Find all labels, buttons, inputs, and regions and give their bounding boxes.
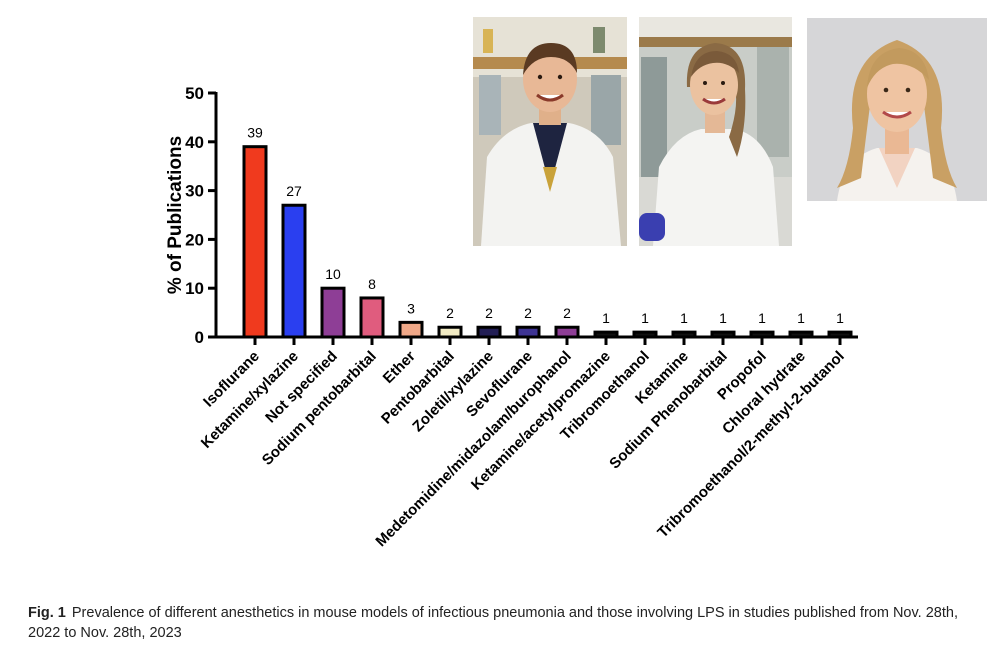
bar-value-label: 2 [563, 305, 571, 321]
figure-label: Fig. 1 [28, 605, 66, 621]
bar-value-label: 2 [485, 305, 493, 321]
bar-value-label: 27 [286, 183, 302, 199]
bar-value-label: 8 [368, 276, 376, 292]
bar [242, 145, 268, 339]
bar-value-label: 1 [602, 310, 610, 326]
bar-value-label: 1 [680, 310, 688, 326]
bar-chart: 0 10 20 30 40 50 39 27 10 8 3 2 2 2 2 1 1 1 1 1 1 1 Isoflura… [165, 84, 858, 550]
bar-value-label: 10 [325, 266, 341, 282]
bar-value-label: 1 [797, 310, 805, 326]
y-tick-label: 10 [185, 279, 204, 298]
bar-value-label: 1 [836, 310, 844, 326]
bar-value-label: 1 [641, 310, 649, 326]
figure-caption-text: Prevalence of different anesthetics in m… [28, 605, 958, 641]
bar [320, 286, 346, 339]
bar-value-label: 2 [524, 305, 532, 321]
y-tick-label: 30 [185, 182, 204, 201]
researcher-photo-3 [807, 18, 987, 201]
y-tick-label: 0 [195, 328, 204, 347]
bar [281, 203, 307, 339]
researcher-photo-2 [639, 17, 792, 246]
bar [398, 320, 424, 339]
bar-value-label: 39 [247, 125, 263, 141]
y-tick-label: 20 [185, 230, 204, 249]
y-axis: 0 10 20 30 40 50 [185, 84, 218, 347]
y-tick-label: 50 [185, 84, 204, 103]
bar [359, 296, 385, 339]
bars: 39 27 10 8 3 2 2 2 2 1 1 1 1 1 1 1 [242, 125, 853, 339]
bar-value-label: 1 [758, 310, 766, 326]
bar-value-label: 2 [446, 305, 454, 321]
bar-value-label: 3 [407, 300, 415, 316]
y-axis-label: % of Publications [165, 136, 186, 294]
bar-value-label: 1 [719, 310, 727, 326]
y-tick-label: 40 [185, 133, 204, 152]
figure-caption: Fig. 1 Prevalence of different anesthetic… [28, 603, 988, 643]
researcher-photo-1 [473, 17, 627, 246]
